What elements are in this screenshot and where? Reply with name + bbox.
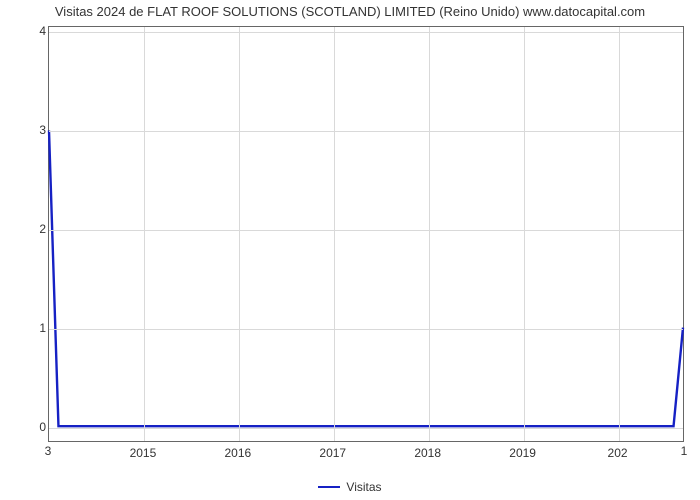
xtick-bottom: 2017 (319, 446, 346, 460)
xtick-bottom: 2015 (130, 446, 157, 460)
ytick-left: 0 (6, 420, 46, 434)
xtick-bottom: 2018 (414, 446, 441, 460)
gridline-vertical (619, 27, 620, 441)
xtick-bottom: 2019 (509, 446, 536, 460)
chart-title: Visitas 2024 de FLAT ROOF SOLUTIONS (SCO… (0, 4, 700, 19)
xtick-bottom: 202 (608, 446, 628, 460)
legend-swatch (318, 486, 340, 488)
chart-container: Visitas 2024 de FLAT ROOF SOLUTIONS (SCO… (0, 0, 700, 500)
gridline-vertical (429, 27, 430, 441)
ytick-left: 3 (6, 123, 46, 137)
ytick-left: 2 (6, 222, 46, 236)
ytick-left: 1 (6, 321, 46, 335)
xtick-bottom: 2016 (224, 446, 251, 460)
gridline-vertical (524, 27, 525, 441)
secondary-x-label: 1 (681, 444, 688, 458)
gridline-vertical (334, 27, 335, 441)
gridline-vertical (144, 27, 145, 441)
plot-area (48, 26, 684, 442)
ytick-left: 4 (6, 24, 46, 38)
gridline-vertical (239, 27, 240, 441)
legend: Visitas (0, 480, 700, 494)
secondary-x-label: 3 (45, 444, 52, 458)
legend-label: Visitas (346, 480, 381, 494)
